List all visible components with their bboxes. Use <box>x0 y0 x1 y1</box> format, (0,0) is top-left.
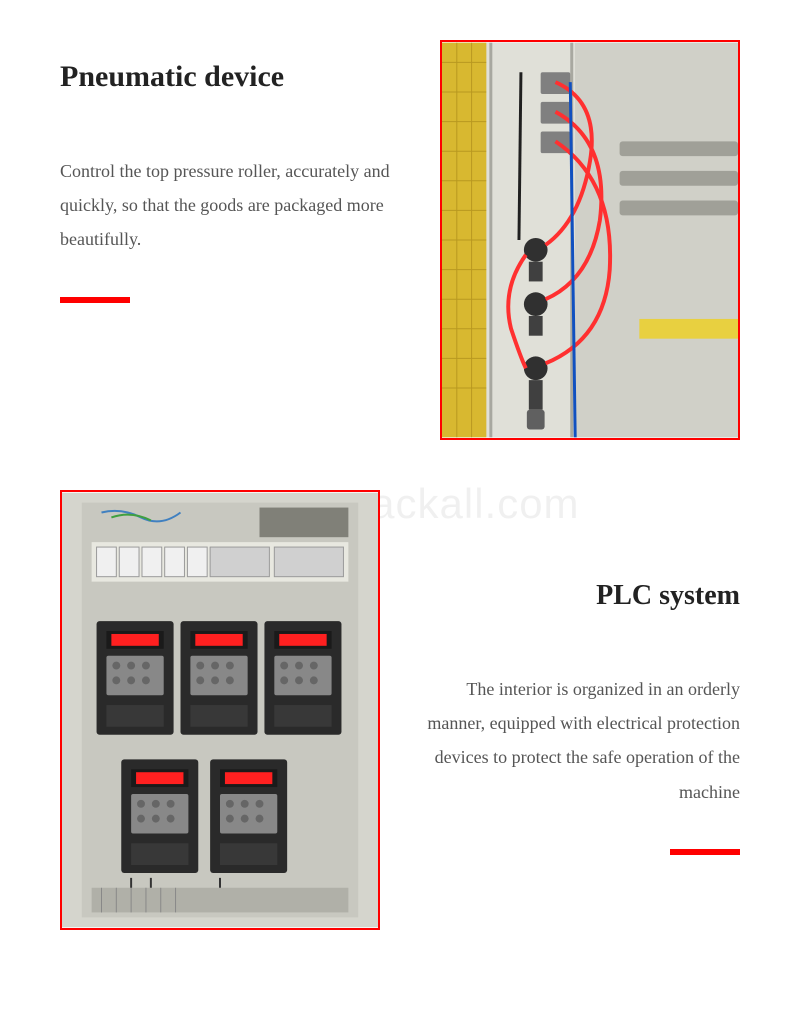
plc-heading: PLC system <box>420 580 740 612</box>
plc-photo <box>62 492 378 928</box>
plc-text: PLC system The interior is organized in … <box>420 490 740 930</box>
pneumatic-text: Pneumatic device Control the top pressur… <box>60 40 410 440</box>
pneumatic-section: Pneumatic device Control the top pressur… <box>60 40 740 440</box>
pneumatic-description: Control the top pressure roller, accurat… <box>60 154 410 257</box>
pneumatic-heading: Pneumatic device <box>60 60 410 94</box>
plc-section: PLC system The interior is organized in … <box>60 490 740 930</box>
red-underline <box>670 849 740 855</box>
pneumatic-image <box>440 40 740 440</box>
red-underline <box>60 297 130 303</box>
plc-description: The interior is organized in an orderly … <box>420 672 740 809</box>
plc-image <box>60 490 380 930</box>
pneumatic-photo <box>442 42 738 438</box>
